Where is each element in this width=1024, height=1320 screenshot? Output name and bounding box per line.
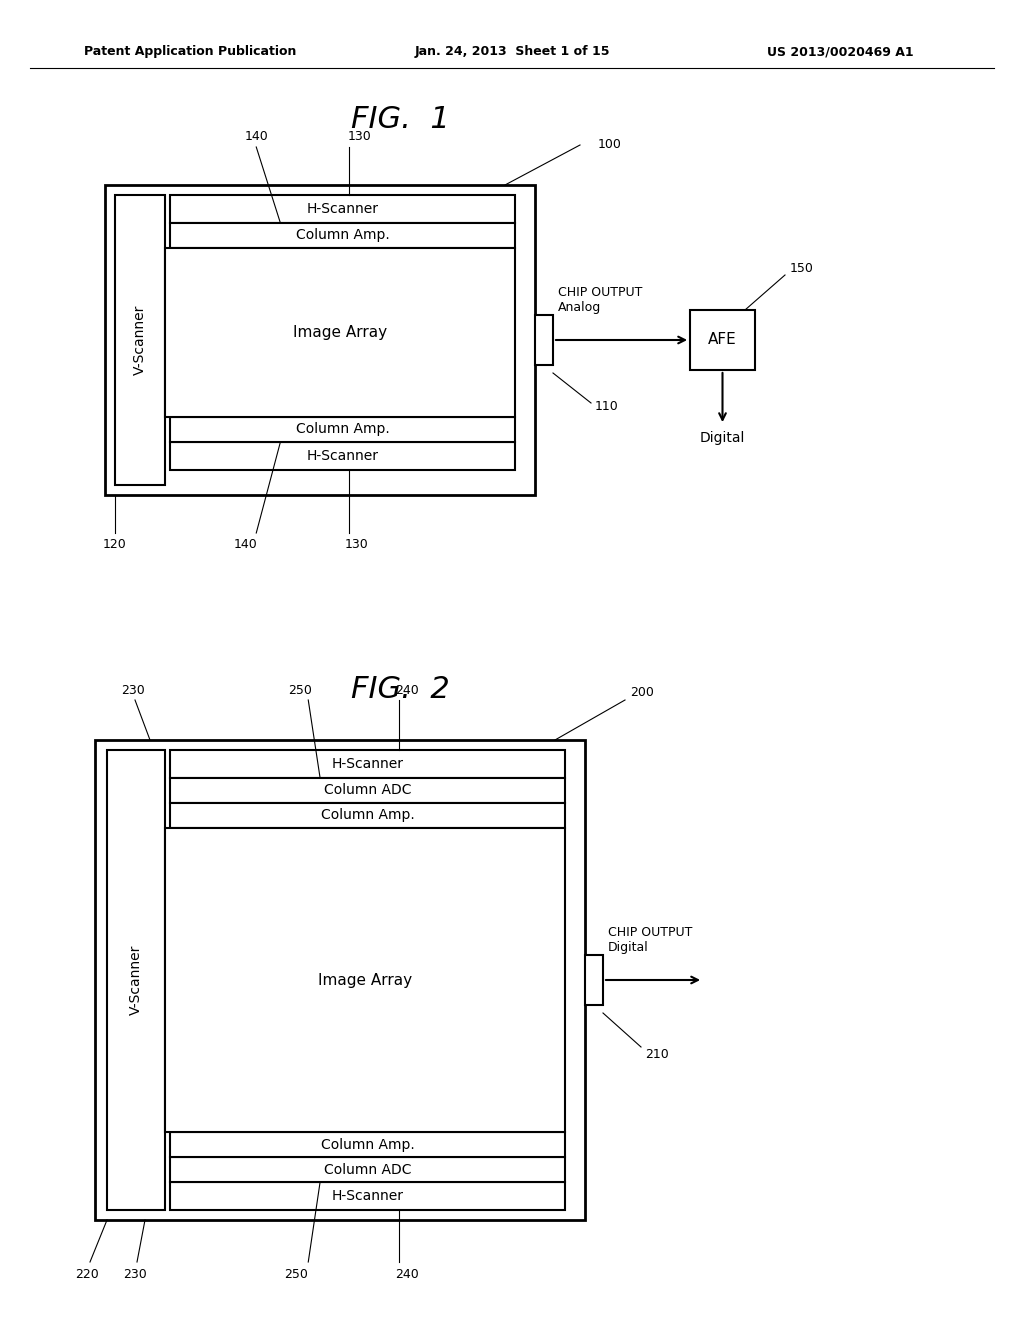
- Bar: [170, 803, 565, 828]
- Bar: [165, 828, 565, 1133]
- Text: Image Array: Image Array: [293, 325, 387, 341]
- Text: Image Array: Image Array: [317, 973, 412, 987]
- Text: 130: 130: [344, 539, 369, 552]
- Bar: [170, 777, 565, 803]
- Text: Column Amp.: Column Amp.: [296, 422, 389, 437]
- Text: Patent Application Publication: Patent Application Publication: [84, 45, 296, 58]
- Text: Column Amp.: Column Amp.: [296, 228, 389, 243]
- Bar: [170, 195, 515, 223]
- Bar: [690, 310, 755, 370]
- Text: 150: 150: [790, 261, 814, 275]
- Bar: [535, 315, 553, 366]
- Bar: [170, 442, 515, 470]
- Text: Analog: Analog: [558, 301, 601, 314]
- Text: 250: 250: [289, 684, 312, 697]
- Bar: [170, 223, 515, 248]
- Bar: [105, 185, 535, 495]
- Text: 220: 220: [75, 1267, 99, 1280]
- Bar: [170, 1158, 565, 1181]
- Text: FIG.  1: FIG. 1: [350, 106, 450, 135]
- Text: Column Amp.: Column Amp.: [321, 808, 415, 822]
- Text: Column ADC: Column ADC: [324, 784, 412, 797]
- Text: 110: 110: [595, 400, 618, 413]
- Text: FIG.  2: FIG. 2: [350, 676, 450, 705]
- Text: 130: 130: [347, 131, 372, 144]
- Text: 140: 140: [245, 131, 268, 144]
- Text: Jan. 24, 2013  Sheet 1 of 15: Jan. 24, 2013 Sheet 1 of 15: [415, 45, 609, 58]
- Text: H-Scanner: H-Scanner: [332, 1189, 403, 1203]
- Text: Digital: Digital: [608, 940, 649, 953]
- Bar: [115, 195, 165, 484]
- Bar: [170, 1133, 565, 1158]
- Text: H-Scanner: H-Scanner: [306, 449, 379, 463]
- Bar: [585, 954, 603, 1005]
- Bar: [106, 750, 165, 1210]
- Bar: [165, 248, 515, 417]
- Text: 240: 240: [395, 1267, 419, 1280]
- Text: 230: 230: [123, 1267, 146, 1280]
- Text: Column Amp.: Column Amp.: [321, 1138, 415, 1151]
- Text: CHIP OUTPUT: CHIP OUTPUT: [558, 286, 642, 300]
- Bar: [170, 1181, 565, 1210]
- Text: 240: 240: [395, 684, 419, 697]
- Text: Column ADC: Column ADC: [324, 1163, 412, 1176]
- Text: V-Scanner: V-Scanner: [133, 305, 147, 375]
- Bar: [170, 750, 565, 777]
- Text: Digital: Digital: [699, 432, 745, 445]
- Text: H-Scanner: H-Scanner: [306, 202, 379, 216]
- Text: 200: 200: [630, 685, 654, 698]
- Text: H-Scanner: H-Scanner: [332, 756, 403, 771]
- Text: 120: 120: [103, 539, 127, 552]
- Text: 140: 140: [234, 539, 258, 552]
- Text: 210: 210: [645, 1048, 669, 1061]
- Text: V-Scanner: V-Scanner: [129, 945, 143, 1015]
- Text: 230: 230: [121, 684, 144, 697]
- Bar: [170, 417, 515, 442]
- Text: US 2013/0020469 A1: US 2013/0020469 A1: [767, 45, 913, 58]
- Text: 250: 250: [285, 1267, 308, 1280]
- Text: AFE: AFE: [709, 333, 737, 347]
- Bar: [95, 741, 585, 1220]
- Text: 100: 100: [598, 139, 622, 152]
- Text: CHIP OUTPUT: CHIP OUTPUT: [608, 927, 692, 940]
